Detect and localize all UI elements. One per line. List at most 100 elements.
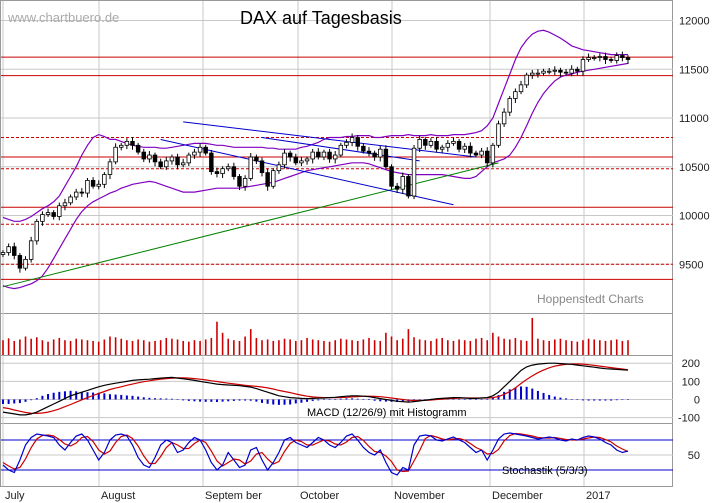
macd-histogram-bar xyxy=(261,399,264,403)
volume-bar xyxy=(458,339,460,355)
candle-body xyxy=(17,255,23,269)
macd-histogram-bar xyxy=(491,397,494,400)
candle-body xyxy=(394,185,400,190)
candle-body xyxy=(45,212,51,215)
macd-caption: MACD (12/26/9) mit Histogramm xyxy=(307,407,467,419)
candle-body xyxy=(293,156,299,164)
macd-histogram-bar xyxy=(463,399,466,400)
candle-body xyxy=(79,191,85,194)
volume-bar xyxy=(379,340,382,355)
macd-histogram-bar xyxy=(520,386,523,400)
macd-histogram-bar xyxy=(283,399,286,405)
volume-bar xyxy=(345,339,348,355)
candle-body xyxy=(580,59,586,72)
volume-bar xyxy=(221,332,224,355)
macd-histogram-bar xyxy=(86,392,89,400)
price-tick-label: 10500 xyxy=(679,162,710,174)
volume-bar xyxy=(424,340,427,355)
volume-bar xyxy=(401,338,404,355)
macd-histogram-bar xyxy=(553,396,556,400)
month-label: 2017 xyxy=(586,490,610,502)
macd-histogram-bar xyxy=(339,398,342,400)
credit-text: Hoppenstedt Charts xyxy=(537,292,644,306)
candle-body xyxy=(344,141,349,146)
candle-body xyxy=(321,151,327,158)
volume-bar xyxy=(334,340,337,355)
volume-bar xyxy=(492,332,494,355)
candle-body xyxy=(231,166,237,177)
volume-bar xyxy=(278,340,280,355)
macd-histogram-bar xyxy=(458,398,461,400)
volume-bar xyxy=(171,338,173,355)
macd-histogram-bar xyxy=(142,397,145,400)
candle-body xyxy=(271,170,276,187)
volume-bar xyxy=(227,338,230,355)
candle-body xyxy=(411,147,417,197)
candle-body xyxy=(546,70,552,73)
macd-histogram-bar xyxy=(148,397,151,400)
volume-bar xyxy=(131,340,134,355)
candle-body xyxy=(186,154,192,164)
volume-bar xyxy=(362,339,365,355)
stoch-k-line xyxy=(2,432,629,476)
candle-body xyxy=(102,174,107,185)
price-tick-label: 11500 xyxy=(679,64,709,76)
candle-body xyxy=(23,258,28,269)
month-label: Septem ber xyxy=(205,490,262,502)
volume-bar xyxy=(373,340,376,355)
volume-bar xyxy=(103,339,106,355)
candle-body xyxy=(597,56,603,58)
candle-body xyxy=(338,144,344,156)
volume-bar xyxy=(272,340,275,355)
candle-body xyxy=(563,71,569,74)
macd-histogram-bar xyxy=(536,390,539,400)
candle-body xyxy=(254,156,259,162)
volume-bar xyxy=(24,336,27,355)
candle-body xyxy=(524,74,529,86)
volume-bar xyxy=(165,337,168,355)
volume-bar xyxy=(368,337,370,355)
chart-title: DAX auf Tagesbasis xyxy=(240,8,402,28)
macd-histogram-bar xyxy=(570,399,573,400)
volume-bar xyxy=(554,339,556,355)
candle-body xyxy=(169,156,175,162)
candle-body xyxy=(434,140,439,150)
volume-bar xyxy=(441,337,443,355)
macd-histogram-bar xyxy=(401,399,404,402)
macd-histogram-bar xyxy=(249,399,252,401)
macd-tick-label: 200 xyxy=(682,358,700,370)
candle-body xyxy=(400,176,405,190)
macd-histogram-bar xyxy=(108,394,111,400)
candle-body xyxy=(287,152,293,158)
candle-body xyxy=(242,178,248,187)
volume-bar xyxy=(621,340,624,355)
candle-body xyxy=(107,161,113,175)
candle-body xyxy=(372,152,377,158)
macd-histogram-bar xyxy=(2,399,4,404)
volume-bar xyxy=(480,337,483,355)
volume-bar xyxy=(497,336,500,355)
stoch-tick-label: 50 xyxy=(688,450,700,462)
macd-histogram-bar xyxy=(204,399,207,402)
macd-histogram-bar xyxy=(69,390,72,400)
macd-histogram-bar xyxy=(176,399,179,400)
volume-bar xyxy=(396,340,398,355)
volume-bar xyxy=(486,340,489,355)
candle-body xyxy=(192,151,197,156)
macd-histogram-bar xyxy=(165,398,168,400)
candle-body xyxy=(496,123,501,146)
macd-histogram-bar xyxy=(621,399,624,400)
candle-body xyxy=(507,98,512,113)
volume-bar xyxy=(58,337,61,355)
macd-histogram-bar xyxy=(542,392,545,400)
candle-body xyxy=(614,55,619,61)
macd-histogram-bar xyxy=(80,391,83,400)
macd-histogram-bar xyxy=(367,399,370,401)
volume-bar xyxy=(407,329,410,355)
volume-bar xyxy=(340,338,342,355)
volume-bar xyxy=(306,337,308,355)
macd-histogram-bar xyxy=(159,398,162,400)
volume-bar xyxy=(69,340,72,355)
candle-body xyxy=(490,144,496,164)
macd-histogram-bar xyxy=(610,399,613,401)
